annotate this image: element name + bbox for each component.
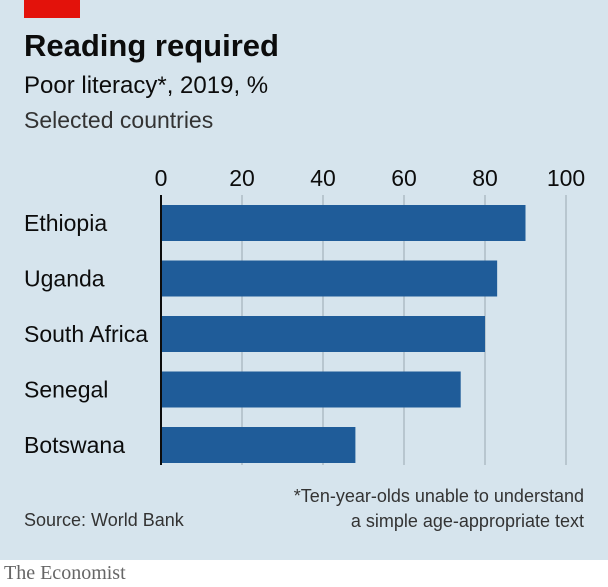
tick-label-100: 100 [547, 165, 585, 191]
bar-uganda [161, 260, 498, 297]
chart-subtitle-secondary: Selected countries [24, 107, 214, 133]
category-label-botswana: Botswana [24, 432, 125, 458]
tick-label-0: 0 [155, 165, 168, 191]
category-label-uganda: Uganda [24, 266, 105, 292]
tick-label-80: 80 [472, 165, 498, 191]
category-label-senegal: Senegal [24, 377, 108, 403]
bar-ethiopia [161, 205, 526, 241]
category-label-south-africa: South Africa [24, 321, 148, 347]
category-label-ethiopia: Ethiopia [24, 210, 107, 236]
tick-label-40: 40 [310, 165, 336, 191]
category-labels: Ethiopia Uganda South Africa Senegal Botswan… [24, 210, 148, 458]
brand-red-tab [24, 0, 80, 18]
footnote-line-2: a simple age-appropriate text [350, 511, 584, 531]
bar-botswana [161, 427, 356, 463]
footnote: *Ten-year-olds unable to understand a si… [294, 484, 584, 534]
bar-south-africa [161, 316, 485, 352]
chart-subtitle: Poor literacy*, 2019, % [24, 72, 269, 99]
chart-title: Reading required [24, 28, 279, 63]
footnote-line-1: *Ten-year-olds unable to understand [293, 486, 584, 506]
tick-labels: 0 20 40 60 80 100 [155, 165, 586, 191]
brand-logo-text: The Economist [4, 562, 126, 584]
source-note: Source: World Bank [24, 510, 184, 530]
tick-label-20: 20 [229, 165, 255, 191]
bar-senegal [161, 371, 461, 408]
bars [161, 205, 526, 463]
tick-label-60: 60 [391, 165, 417, 191]
bar-chart: 0 20 40 60 80 100 Ethiopia Uganda South Africa S… [24, 165, 586, 465]
